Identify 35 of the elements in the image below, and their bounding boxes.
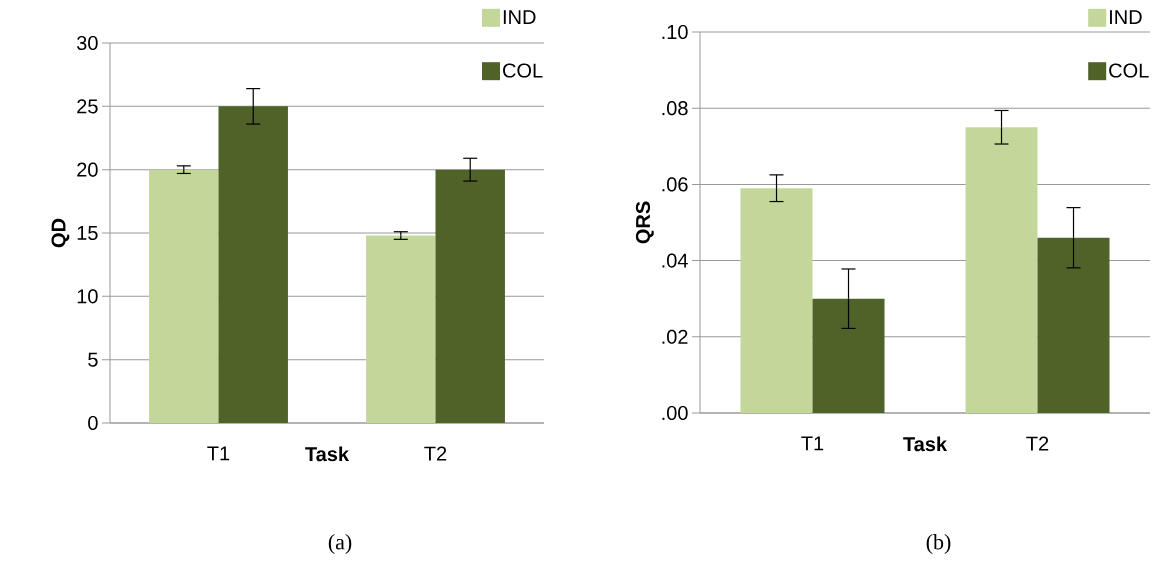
x-tick-label: T1 [801,436,824,451]
y-axis-title: QD [51,218,70,248]
y-tick-label: 25 [77,99,98,114]
y-axis-title: QRS [635,201,654,244]
y-tick-label: 20 [77,162,98,177]
y-tick-label: .08 [662,101,688,116]
bar [149,169,219,423]
y-tick-label: 30 [76,35,98,51]
x-tick-label: T1 [207,446,230,461]
y-tick-label: 0 [88,415,98,431]
legend-label: IND [1110,10,1142,24]
bar [740,188,813,413]
x-axis-title: Task [305,446,350,462]
bar [366,235,436,423]
text: (a) [328,534,352,554]
x-tick-label: T2 [1026,436,1049,451]
legend-label: IND [503,10,536,24]
legend-label: COL [1109,63,1149,78]
y-tick-label: 5 [88,352,98,367]
y-tick-label: .00 [662,405,688,421]
bar [435,169,505,423]
text: (b) [926,534,951,554]
bar [1037,237,1110,413]
y-tick-label: .06 [662,177,688,192]
x-tick-label: T2 [424,446,447,461]
x-axis-title: Task [903,436,948,452]
bar [812,298,885,413]
y-tick-label: 15 [77,226,98,240]
bar [218,106,288,423]
bar [965,127,1038,413]
legend-label: COL [503,63,543,78]
y-tick-label: .04 [662,253,688,268]
y-tick-label: .02 [662,329,688,344]
y-tick-label: .10 [662,24,688,40]
y-tick-label: 10 [77,289,98,304]
